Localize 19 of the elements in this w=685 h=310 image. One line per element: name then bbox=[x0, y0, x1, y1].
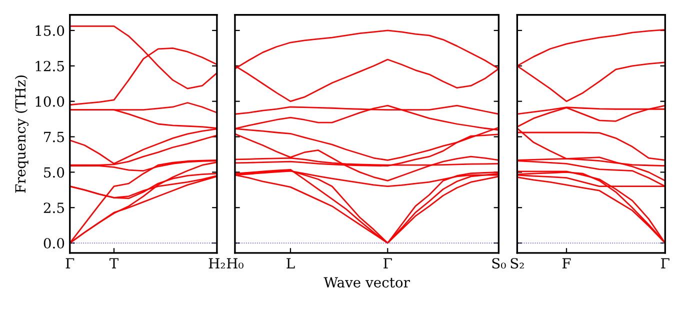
y-axis-title: Frequency (THz) bbox=[14, 75, 29, 193]
x-tick-label: H₀ bbox=[226, 258, 244, 269]
x-tick-label: Γ bbox=[66, 258, 74, 268]
y-tick-label: 7.5 bbox=[44, 132, 64, 142]
x-tick-label: S₂ bbox=[510, 258, 524, 269]
y-tick-label: 0.0 bbox=[44, 238, 64, 249]
x-tick-label: Γ bbox=[661, 258, 670, 268]
x-tick-label: S₀ bbox=[492, 258, 506, 269]
y-tick-label: 5.0 bbox=[44, 167, 64, 178]
x-tick-label: L bbox=[286, 258, 295, 268]
y-tick-label: 2.5 bbox=[44, 202, 64, 214]
x-tick-label: H₂ bbox=[208, 258, 225, 268]
x-tick-label: Γ bbox=[384, 258, 392, 268]
y-tick-label: 15.0 bbox=[36, 25, 64, 36]
x-axis-title: Wave vector bbox=[324, 277, 410, 288]
x-tick-label: T bbox=[109, 258, 118, 268]
x-tick-label: F bbox=[562, 258, 571, 268]
y-tick-label: 10.0 bbox=[36, 96, 64, 107]
y-tick-label: 12.5 bbox=[36, 60, 64, 72]
